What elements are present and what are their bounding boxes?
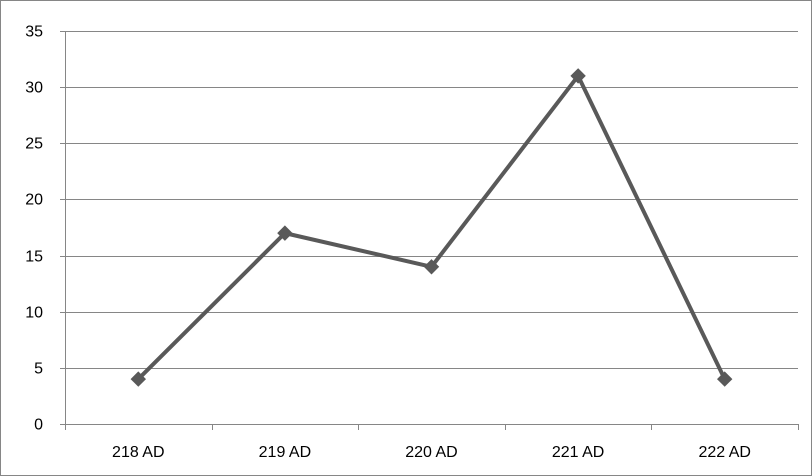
x-tick-label: 219 AD (259, 444, 311, 461)
y-tick-label: 35 (25, 24, 43, 41)
data-point-marker (423, 259, 440, 275)
y-tick-label: 5 (34, 361, 43, 378)
y-tick-label: 15 (25, 249, 43, 266)
series-line (136, 73, 727, 382)
y-tick-label: 10 (25, 305, 43, 322)
data-point-marker (570, 68, 586, 84)
data-point-marker (130, 371, 147, 387)
y-tick-label: 25 (25, 136, 43, 153)
x-tick-label: 221 AD (552, 444, 604, 461)
axes (60, 31, 799, 430)
data-point-marker (277, 225, 293, 241)
y-tick-label: 30 (25, 80, 43, 97)
y-tick-label: 20 (25, 192, 43, 209)
x-tick-label: 218 AD (112, 444, 164, 461)
series (130, 68, 733, 387)
data-point-marker (716, 371, 733, 387)
x-tick-label: 222 AD (698, 444, 750, 461)
gridlines (65, 31, 798, 369)
y-tick-label: 0 (34, 417, 43, 434)
tick-labels: 0 5 10 15 20 25 30 35 218 AD 219 AD 220 AD 221 AD 22… (25, 24, 751, 462)
x-tick-label: 220 AD (405, 444, 457, 461)
